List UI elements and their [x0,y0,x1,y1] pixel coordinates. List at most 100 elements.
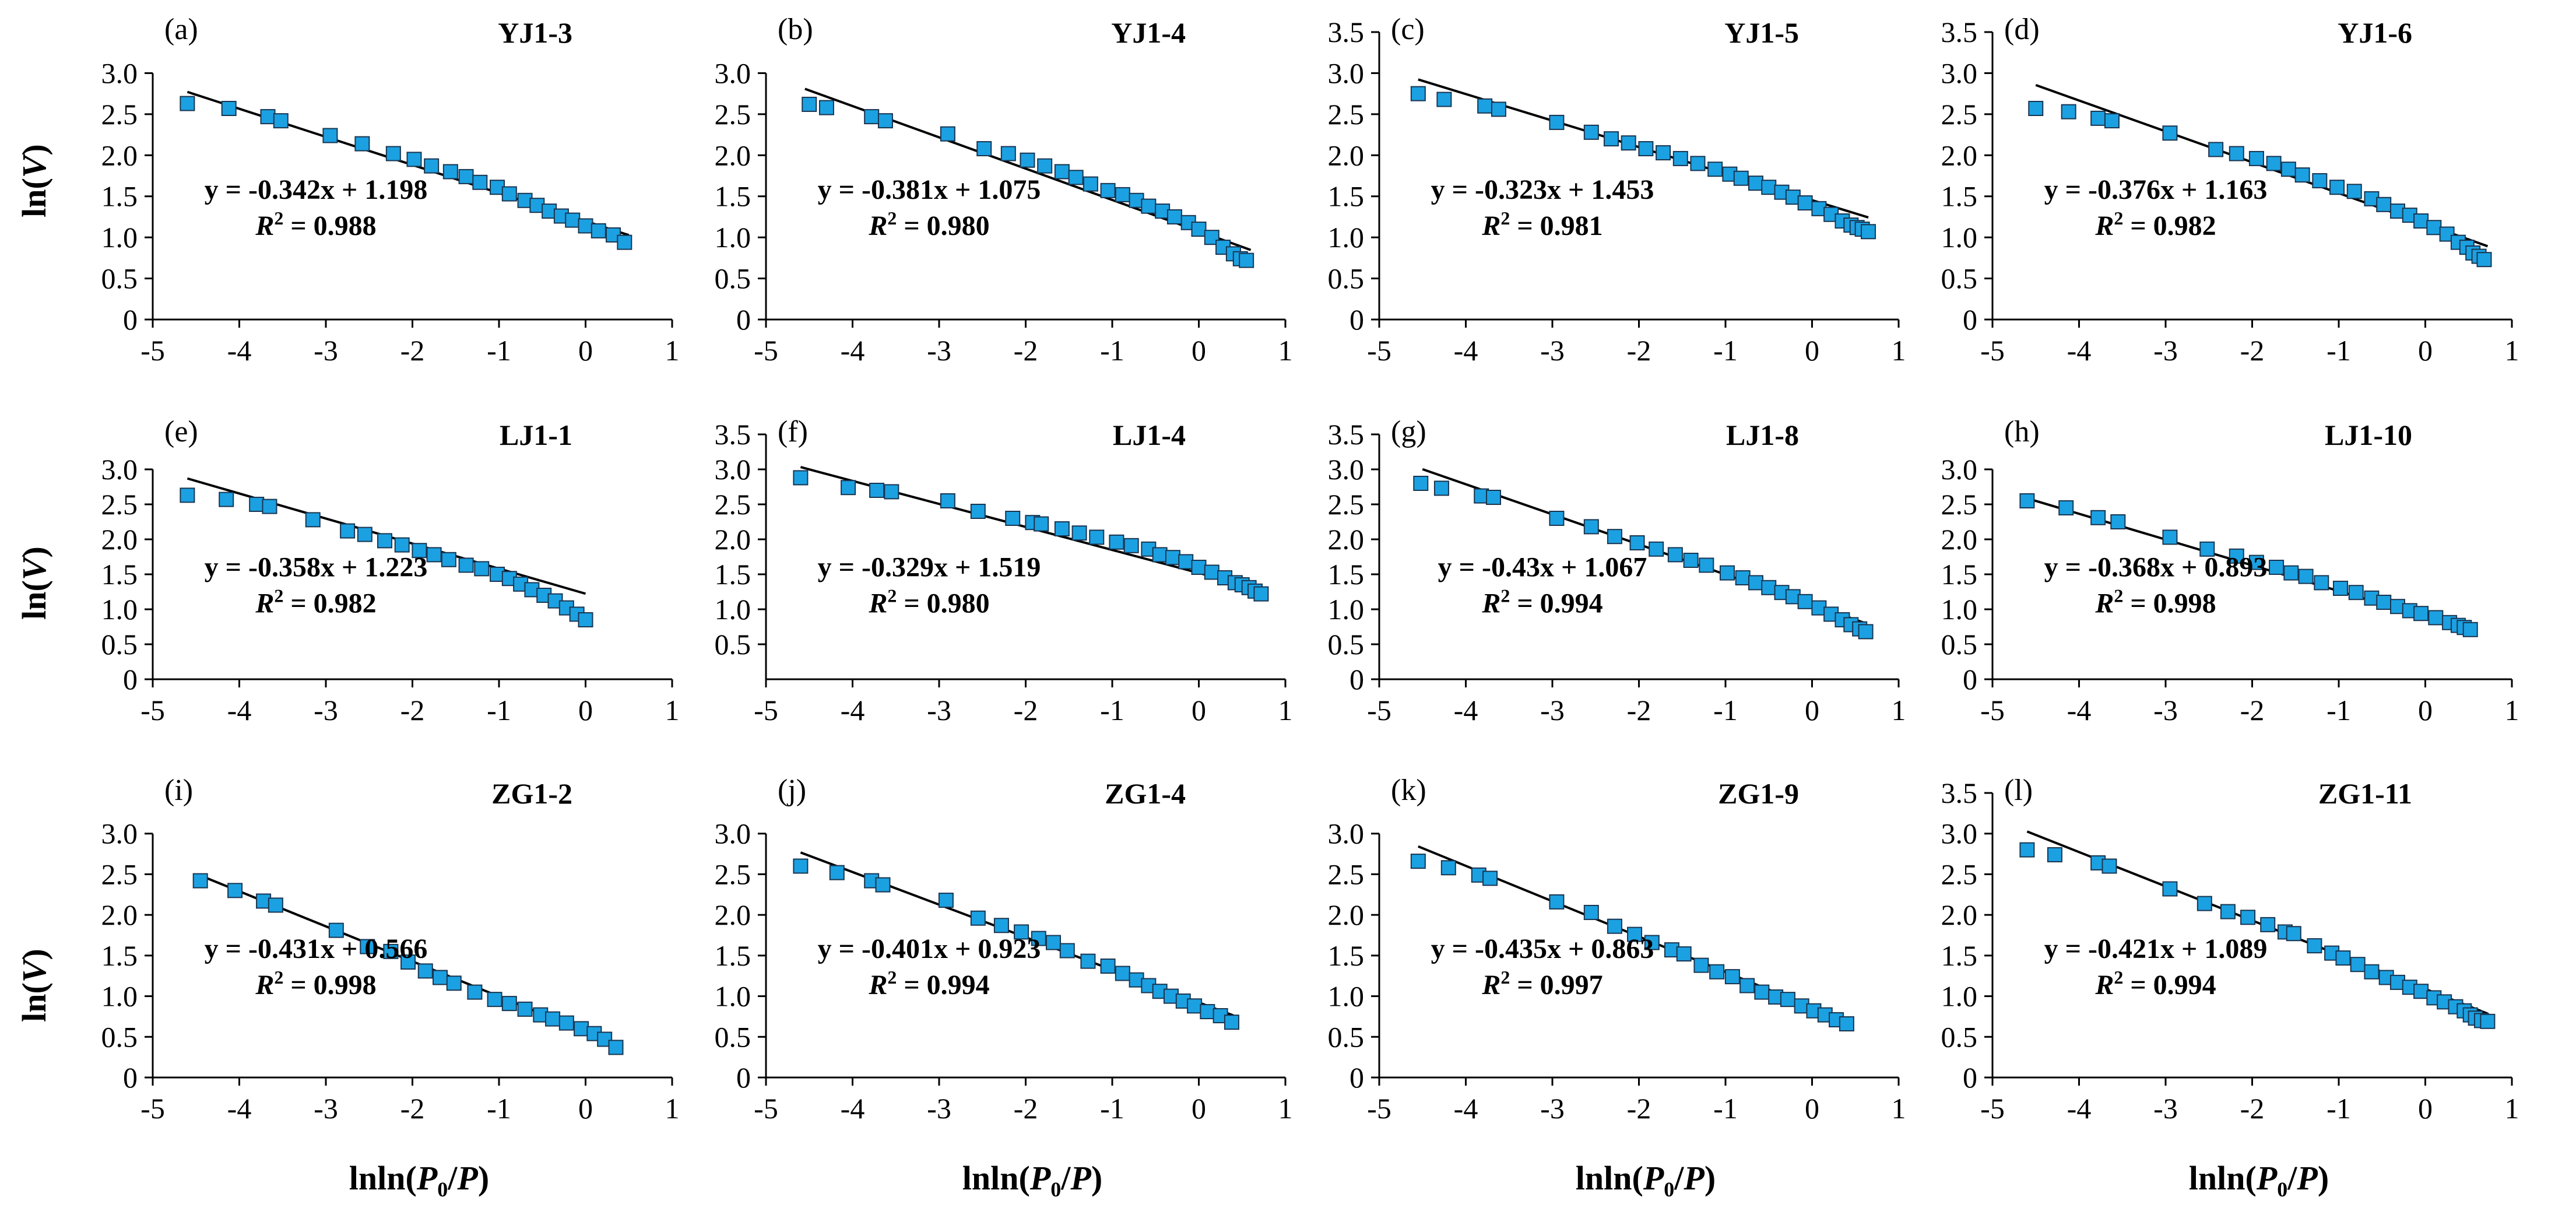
chart-panel-lj1-4: 0.51.01.52.02.53.03.5 -5 -4 -3 -2 -1 0 1 (f) LJ1-… [715,415,1293,726]
y-tick-label: 2.0 [101,523,138,556]
y-tick-label: 2.5 [1941,98,1978,131]
x-tick-label: -4 [227,694,252,726]
data-point [2208,142,2224,157]
y-tick-label: 0.5 [101,628,138,661]
data-point [2019,842,2035,858]
data-point [1433,480,1449,496]
data-point [1676,946,1692,962]
sample-name: ZG1-2 [491,777,572,810]
data-point [2426,220,2442,236]
x-tick-label: 1 [2505,694,2519,726]
y-tick-label: 2.0 [1941,139,1978,171]
y-tick-label: 0.5 [715,1020,751,1053]
y-tick-label: 1.0 [101,221,138,254]
panels: 00.51.01.52.02.53.0-5 -4 -3 -2 -1 0 1(a) YJ1-3y… [101,13,2519,1125]
chart-panel-zg1-2: 0 0.5 1.0 1.5 2.0 2.5 3.0 -5 -4 -3 -2 -1 0 1 (i) ZG1-2 y… [101,774,680,1125]
x-tick-label: -4 [1454,694,1478,726]
x-tick-label: -3 [2153,1092,2178,1125]
r-squared: R2 = 0.998 [2094,585,2216,619]
fit-equation: y = -0.43x + 1.067 [1438,552,1647,583]
x-tick-label: -3 [1540,694,1565,726]
data-point [1861,224,1876,240]
x-tick-label: -3 [1540,334,1565,367]
fit-equation: y = -0.376x + 1.163 [2044,174,2268,205]
y-tick-label: 2.5 [1328,98,1365,131]
data-point [565,212,581,228]
data-point [1839,1016,1854,1031]
x-tick-label: -1 [1100,334,1124,367]
data-point [793,470,809,486]
data-point [1748,175,1763,191]
data-point [2476,252,2492,268]
data-point [970,910,986,926]
data-point [400,954,416,970]
x-tick-label: -4 [1454,334,1478,367]
x-tick-label: -4 [2067,694,2092,726]
data-point [221,100,237,116]
y-tick-label: 0 [736,303,751,336]
data-point [1707,162,1723,177]
data-point [1733,170,1749,186]
data-point [1166,209,1182,224]
data-point [1014,924,1029,940]
fit-equation: y = -0.323x + 1.453 [1431,174,1654,205]
x-tick-label: -4 [2067,1092,2092,1125]
data-point [2229,146,2244,162]
data-point [1054,521,1070,536]
data-point [1549,114,1565,130]
data-point [802,96,817,112]
panel-label: (j) [778,774,806,807]
data-point [2332,581,2348,596]
y-tick-label: 1.5 [101,939,138,972]
sample-name: LJ1-8 [1726,419,1799,451]
data-point [442,164,458,180]
data-point [1031,931,1046,946]
x-tick-label: 1 [1892,334,1906,367]
data-point [268,897,283,913]
sample-name: ZG1-9 [1718,777,1799,810]
data-point [2376,595,2392,610]
x-tick-label: -2 [400,694,425,726]
x-tick-label: -2 [400,1092,425,1125]
data-point [2058,500,2074,515]
y-axis-title-row-1: ln(V) [15,144,53,217]
x-tick-label: 1 [1278,1092,1293,1125]
data-point [976,141,992,157]
panel-label: (g) [1391,415,1426,448]
data-point [2104,113,2120,129]
data-point [2028,100,2044,116]
data-point [940,493,955,508]
x-tick-label: 0 [1805,1092,1819,1125]
data-point [1436,92,1452,107]
data-point [1440,860,1456,876]
data-point [424,158,440,174]
data-point [1748,575,1763,591]
data-point [1410,86,1426,101]
data-point [458,169,474,184]
data-point [1549,511,1565,526]
y-tick-label: 1.0 [1328,221,1365,254]
data-point [1253,586,1269,602]
x-tick-label: -2 [1627,694,1651,726]
r-squared: R2 = 0.981 [1481,208,1602,241]
x-tick-label: 0 [1192,334,1206,367]
fit-equation: y = -0.329x + 1.519 [818,552,1041,583]
y-tick-label: 3.5 [1941,777,1978,809]
x-tick-label: -1 [1100,694,1124,726]
panel-label: (d) [2004,13,2040,46]
data-point [383,943,399,959]
data-point [474,561,490,577]
data-point [869,483,885,498]
data-point [1089,529,1105,545]
x-tick-label: -3 [2153,334,2178,367]
x-tick-label: -5 [1367,334,1391,367]
data-point [219,492,234,507]
x-tick-label: 0 [578,1092,593,1125]
x-tick-label: -1 [487,334,511,367]
data-point [1627,926,1643,942]
data-point [1486,490,1502,505]
data-point [433,970,448,985]
y-tick-label: 0.5 [101,1020,138,1053]
x-tick-label: 1 [665,1092,680,1125]
r-squared: R2 = 0.988 [255,208,376,241]
